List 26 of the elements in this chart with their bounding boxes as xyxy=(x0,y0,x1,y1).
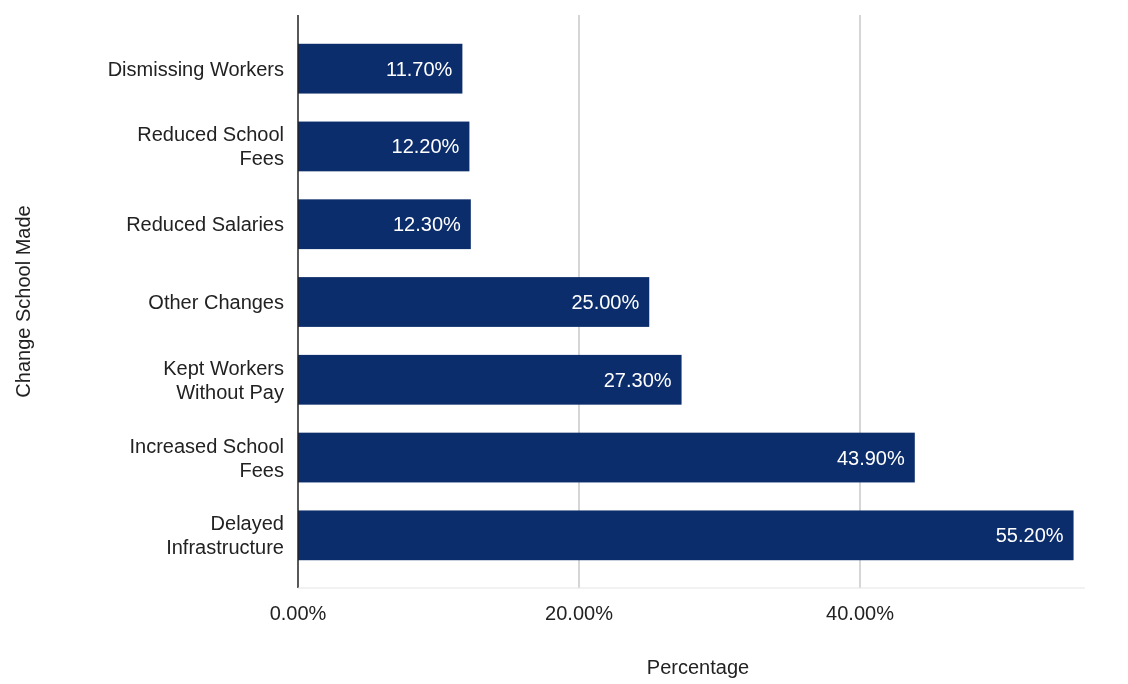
data-label: 11.70% xyxy=(386,57,453,80)
y-tick-label: Other Changes xyxy=(148,291,284,313)
data-label: 12.20% xyxy=(391,135,460,158)
bar xyxy=(298,199,471,250)
y-axis-title: Change School Made xyxy=(12,205,34,398)
bar xyxy=(298,121,470,172)
data-label: 12.30% xyxy=(392,213,462,236)
y-tick-label: Dismissing Workers xyxy=(107,57,284,80)
bar xyxy=(298,43,463,94)
bar xyxy=(298,354,682,405)
x-tick-label: 40.00% xyxy=(826,602,895,624)
y-tick-label: Reduced School Fees xyxy=(137,123,284,170)
y-tick-label: Delayed Infrastructure xyxy=(166,512,284,559)
bar xyxy=(298,432,915,483)
y-tick-label: Reduced Salaries xyxy=(126,213,284,236)
bar xyxy=(298,277,650,327)
y-tick-label: Kept Workers Without Pay xyxy=(163,356,284,403)
x-axis-title: Percentage xyxy=(646,656,750,678)
x-tick-label: 20.00% xyxy=(545,602,614,624)
data-label: 43.90% xyxy=(836,446,905,469)
bar xyxy=(298,510,1074,561)
data-label: 27.30% xyxy=(603,368,672,391)
data-label: 25.00% xyxy=(571,291,640,313)
x-tick-label: 0.00% xyxy=(269,602,327,624)
y-tick-label: Increased School Fees xyxy=(129,434,284,481)
data-label: 55.20% xyxy=(995,524,1064,547)
